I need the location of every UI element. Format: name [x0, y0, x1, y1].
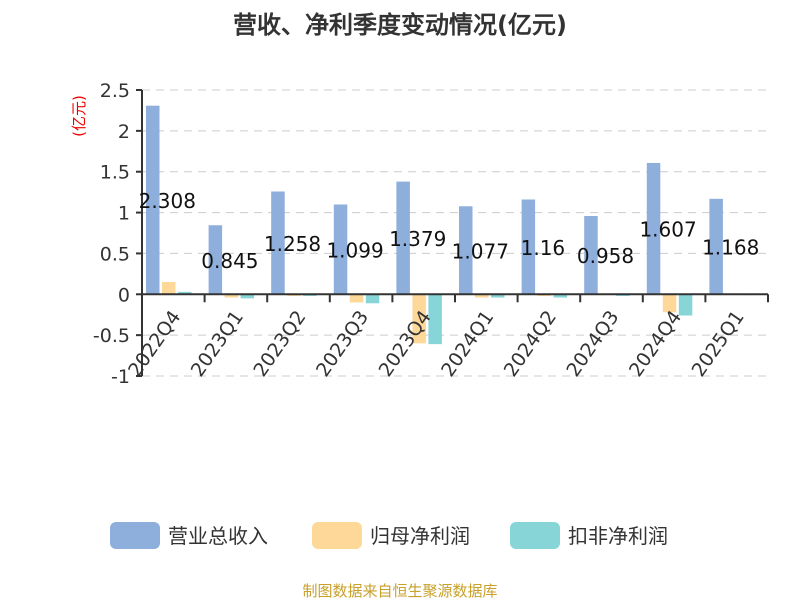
x-tick-label: 2024Q4: [625, 307, 686, 381]
bar-2: [428, 294, 442, 345]
y-tick-label: -1: [111, 366, 130, 388]
data-label: 2.308: [139, 189, 196, 213]
bar-2: [491, 294, 505, 298]
data-label: 1.258: [264, 232, 321, 256]
legend-label: 扣非净利润: [568, 524, 668, 548]
x-tick-label: 2022Q4: [124, 307, 185, 381]
bar-1: [662, 294, 677, 313]
bar-2: [365, 294, 380, 304]
bar-1: [349, 294, 364, 303]
y-tick-label: 0: [118, 284, 130, 306]
x-tick-label: 2023Q3: [312, 307, 373, 381]
legend-swatch: [312, 522, 362, 549]
data-label: 1.099: [326, 238, 383, 262]
bar-2: [178, 291, 192, 295]
data-label: 0.958: [577, 244, 634, 268]
bar-1: [162, 282, 176, 295]
bar-0: [271, 191, 285, 295]
y-tick-label: 0.5: [100, 243, 130, 265]
legend-swatch: [510, 522, 560, 549]
bar-0: [521, 199, 536, 295]
bar-1: [224, 294, 239, 298]
legend-label: 归母净利润: [370, 524, 470, 548]
x-tick-label: 2024Q1: [437, 307, 498, 381]
bar-0: [459, 206, 473, 295]
data-label: 1.607: [639, 218, 696, 242]
source-note: 制图数据来自恒生聚源数据库: [302, 582, 497, 600]
bar-2: [553, 294, 568, 298]
y-tick-label: 1.5: [100, 162, 130, 184]
y-tick-label: 1: [118, 203, 130, 225]
y-axis-label: (亿元): [70, 95, 88, 137]
bar-0: [333, 204, 348, 295]
data-label: 1.168: [702, 236, 759, 260]
y-tick-label: -0.5: [93, 325, 130, 347]
x-tick-label: 2024Q3: [562, 307, 623, 381]
legend-swatch: [110, 522, 160, 549]
bar-0: [646, 162, 661, 295]
bar-0: [584, 216, 598, 295]
data-label: 0.845: [201, 249, 258, 273]
y-tick-label: 2: [118, 121, 130, 143]
chart-title: 营收、净利季度变动情况(亿元): [233, 11, 567, 39]
bar-1: [412, 294, 426, 344]
legend-label: 营业总收入: [168, 524, 268, 548]
bar-0: [396, 181, 410, 295]
x-tick-label: 2023Q2: [249, 307, 310, 381]
bar-2: [678, 294, 693, 316]
bar-2: [240, 294, 255, 299]
x-tick-label: 2024Q2: [500, 307, 561, 381]
bar-0: [146, 105, 160, 295]
bar-0: [208, 225, 223, 295]
x-tick-label: 2023Q1: [187, 307, 248, 381]
data-label: 1.077: [452, 239, 509, 263]
data-label: 1.16: [521, 236, 566, 260]
bar-0: [709, 198, 723, 295]
data-label: 1.379: [389, 227, 446, 251]
bar-1: [475, 294, 489, 298]
y-tick-label: 2.5: [100, 80, 130, 102]
x-tick-label: 2023Q4: [375, 307, 436, 381]
x-tick-label: 2025Q1: [688, 307, 749, 381]
